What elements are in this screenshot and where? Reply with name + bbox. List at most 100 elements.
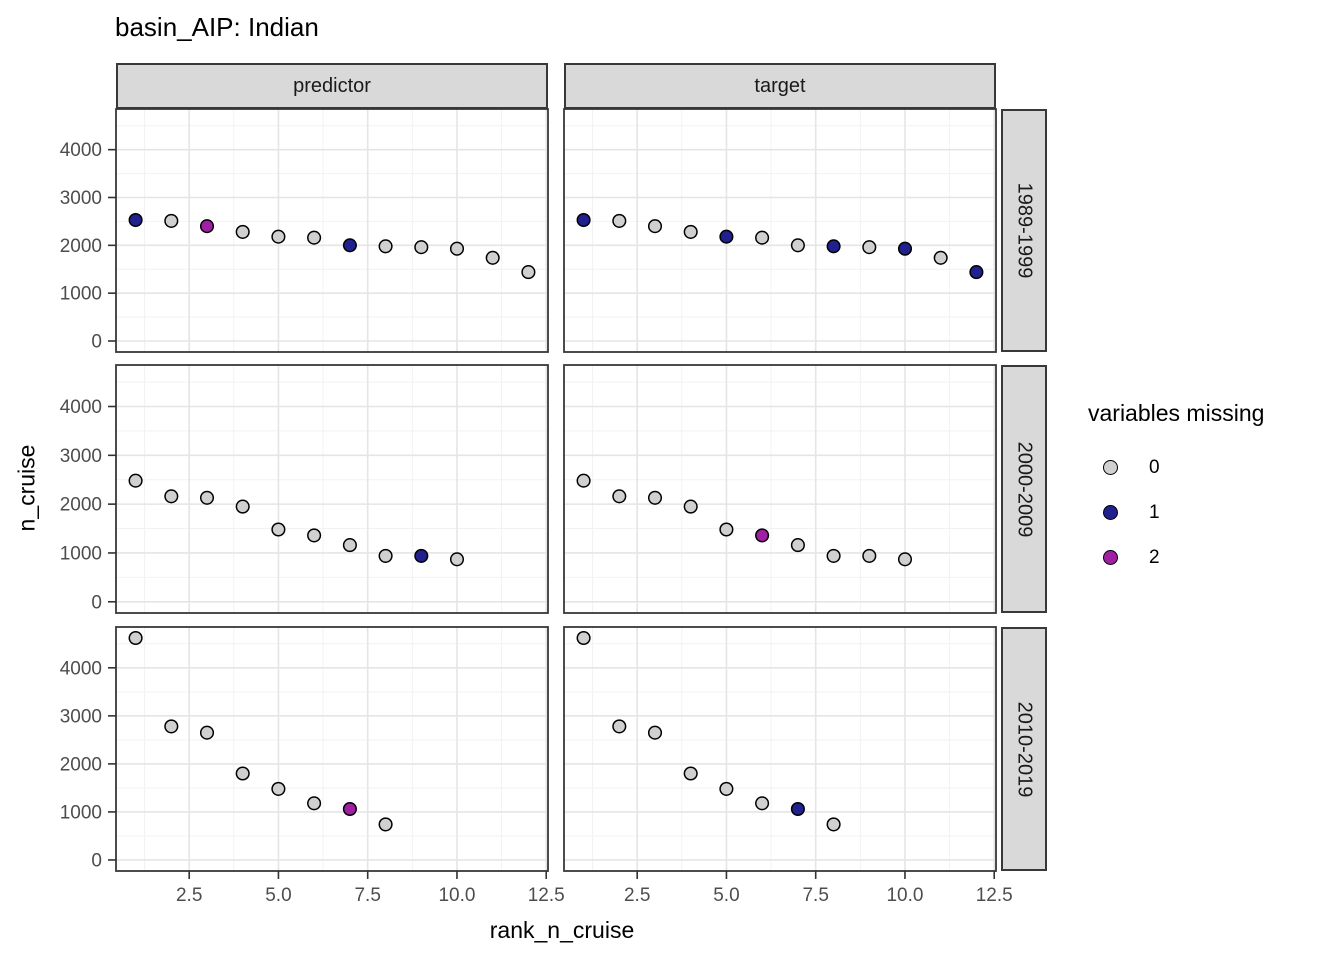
x-tick-label: 12.5 (976, 885, 1013, 906)
y-tick-label: 4000 (60, 397, 102, 418)
panel-target-1989-1999 (563, 108, 997, 353)
data-point (790, 238, 805, 253)
data-point (128, 212, 143, 228)
legend-key-circle-icon (1103, 550, 1118, 565)
data-point (576, 630, 591, 646)
y-tick-label: 2000 (60, 754, 102, 775)
data-point (449, 552, 465, 567)
data-point (342, 538, 357, 553)
points-predictor-1989-1999 (128, 212, 536, 280)
x-tick-label: 12.5 (528, 885, 565, 906)
data-point (755, 528, 770, 543)
data-point (790, 538, 805, 553)
data-point (647, 725, 663, 740)
y-tick-label: 0 (91, 592, 102, 613)
gridlines (116, 109, 548, 352)
data-point (897, 552, 913, 567)
data-point (307, 528, 322, 543)
panel-background (564, 365, 996, 613)
panel-background (564, 627, 996, 871)
data-point (235, 499, 250, 514)
x-axis-label: rank_n_cruise (489, 917, 635, 943)
data-point (969, 265, 984, 280)
legend-entry-label: 2 (1149, 547, 1160, 568)
facet-col-strip-label: target (754, 74, 806, 97)
data-point (862, 240, 877, 255)
x-tick-label: 2.5 (176, 885, 202, 906)
data-point (485, 250, 500, 265)
gridlines (564, 109, 996, 352)
data-point (826, 239, 841, 254)
y-tick-label: 1000 (60, 802, 102, 823)
panel-background (116, 109, 548, 352)
x-tick-label: 7.5 (354, 885, 380, 906)
panel-target-2010-2019 (563, 626, 997, 872)
data-point (199, 219, 215, 234)
data-point (271, 522, 286, 537)
y-axis-label: n_cruise (13, 444, 40, 532)
legend-entry: 2 (1088, 535, 1264, 580)
panel-border (563, 108, 997, 353)
y-tick-label: 3000 (60, 446, 102, 467)
panel-border (115, 364, 549, 614)
y-tick-label: 0 (91, 850, 102, 871)
points-predictor-2010-2019 (128, 630, 393, 832)
legend: variables missing 0 1 2 (1088, 402, 1264, 580)
gridlines (116, 365, 548, 613)
panel-target-2000-2009 (563, 364, 997, 614)
facet-col-strip-predictor: predictor (116, 63, 548, 109)
facet-row-strip-1989-1999: 1989-1999 (1001, 109, 1047, 352)
data-point (719, 522, 734, 537)
data-point (683, 766, 698, 781)
legend-entry: 0 (1088, 445, 1264, 490)
data-point (576, 212, 591, 228)
data-point (612, 489, 627, 504)
y-tick-label: 2000 (60, 236, 102, 257)
data-point (199, 725, 215, 740)
x-tick-label: 5.0 (713, 885, 739, 906)
panel-background (116, 365, 548, 613)
y-tick-label: 4000 (60, 658, 102, 679)
data-point (307, 796, 322, 811)
data-point (612, 719, 627, 734)
data-point (235, 766, 250, 781)
data-point (378, 548, 393, 563)
data-point (576, 473, 591, 488)
points-target-2010-2019 (576, 630, 841, 832)
x-axis: 2.5 5.0 7.5 10.0 12.5 2.5 5.0 7.5 10.0 12.5 (176, 871, 1013, 906)
data-point (897, 241, 913, 256)
gridlines (564, 365, 996, 613)
y-tick-label: 0 (91, 331, 102, 352)
legend-entry: 1 (1088, 490, 1264, 535)
legend-entry-label: 1 (1149, 502, 1160, 523)
facet-row-strip-2000-2009: 2000-2009 (1001, 365, 1047, 613)
panel-border (563, 364, 997, 614)
data-point (449, 241, 465, 256)
facet-row-strip-2010-2019: 2010-2019 (1001, 627, 1047, 871)
facet-col-strip-label: predictor (293, 74, 371, 97)
data-point (755, 796, 770, 811)
data-point (414, 240, 429, 255)
y-axis: 0 1000 2000 3000 4000 0 1000 2000 3000 4000 0 1000 2… (60, 140, 116, 871)
points-predictor-2000-2009 (128, 473, 465, 567)
plot-title: basin_AIP: Indian (115, 12, 319, 42)
y-tick-label: 4000 (60, 140, 102, 161)
data-point (235, 224, 250, 239)
data-point (826, 548, 841, 563)
y-tick-label: 2000 (60, 495, 102, 516)
data-point (271, 781, 286, 796)
data-point (414, 548, 429, 563)
data-point (862, 548, 877, 563)
data-point (826, 817, 841, 832)
data-point (612, 213, 627, 228)
data-point (164, 489, 179, 504)
y-tick-label: 3000 (60, 706, 102, 727)
data-point (521, 265, 536, 280)
data-point (719, 781, 734, 796)
panel-predictor-1989-1999 (115, 108, 549, 353)
points-target-2000-2009 (576, 473, 913, 567)
data-point (128, 473, 143, 488)
points-target-1989-1999 (576, 212, 984, 280)
